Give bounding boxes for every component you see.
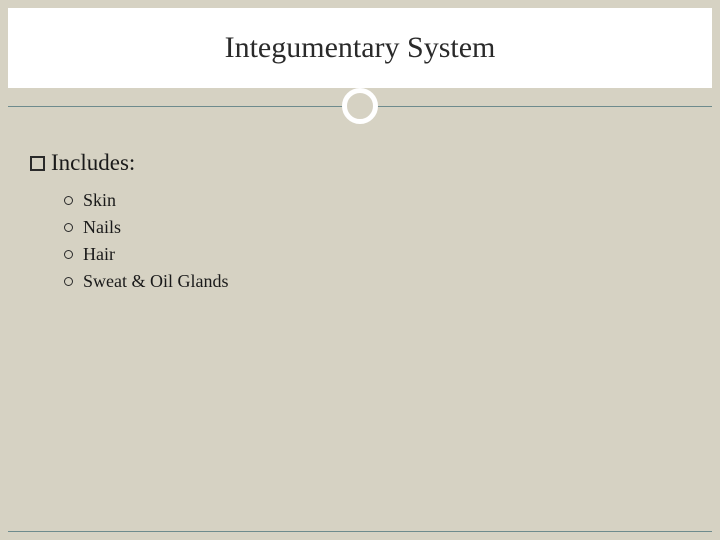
slide-title: Integumentary System bbox=[225, 31, 496, 65]
heading-row: Includes: bbox=[30, 150, 690, 176]
square-bullet-icon bbox=[30, 156, 45, 171]
circle-bullet-icon bbox=[64, 196, 73, 205]
presentation-slide: Integumentary System Includes: Skin Nail… bbox=[0, 0, 720, 540]
item-label: Skin bbox=[83, 190, 116, 211]
circle-bullet-icon bbox=[64, 223, 73, 232]
list-item: Hair bbox=[64, 244, 690, 265]
content-area: Includes: Skin Nails Hair Sweat & Oil Gl… bbox=[30, 150, 690, 298]
item-label: Nails bbox=[83, 217, 121, 238]
bullet-list: Skin Nails Hair Sweat & Oil Glands bbox=[64, 190, 690, 292]
circle-decoration-icon bbox=[342, 88, 378, 124]
list-item: Sweat & Oil Glands bbox=[64, 271, 690, 292]
list-item: Nails bbox=[64, 217, 690, 238]
list-item: Skin bbox=[64, 190, 690, 211]
circle-bullet-icon bbox=[64, 277, 73, 286]
content-heading: Includes: bbox=[51, 150, 135, 176]
circle-bullet-icon bbox=[64, 250, 73, 259]
item-label: Sweat & Oil Glands bbox=[83, 271, 229, 292]
bottom-divider-line bbox=[8, 531, 712, 532]
title-band: Integumentary System bbox=[8, 8, 712, 88]
item-label: Hair bbox=[83, 244, 115, 265]
